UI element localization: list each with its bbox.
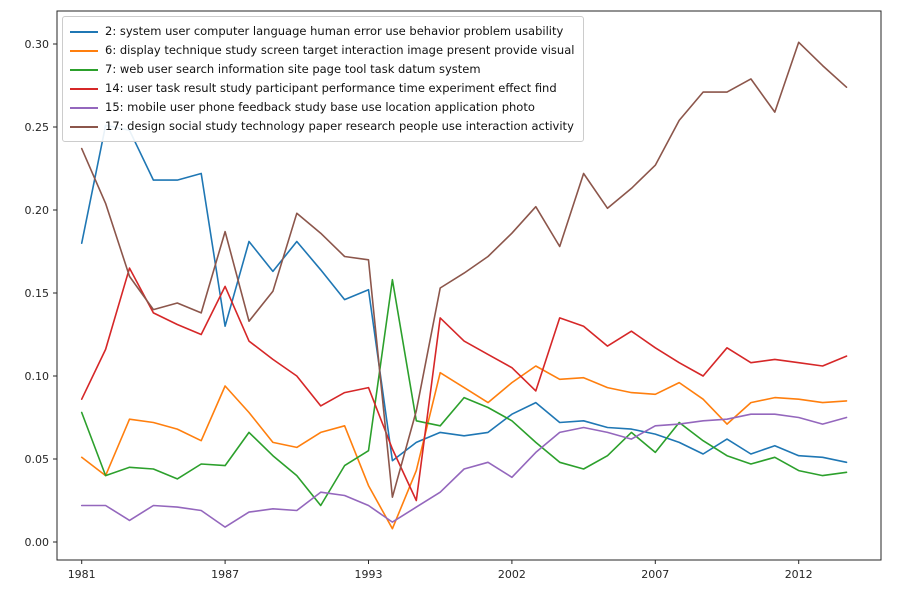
legend-item-topic-2: 2: system user computer language human e… — [70, 22, 574, 41]
legend-line-sample-topic-6 — [70, 49, 98, 52]
series-line-topic-15 — [80, 413, 848, 528]
series-line-topic-17 — [80, 41, 848, 499]
y-tick-label: 0.10 — [25, 370, 50, 383]
y-tick-label: 0.00 — [25, 536, 50, 549]
legend-label-topic-15: 15: mobile user phone feedback study bas… — [105, 100, 535, 114]
legend-line-sample-topic-15 — [70, 106, 98, 109]
legend-line-sample-topic-7 — [70, 68, 98, 71]
y-tick-label: 0.05 — [25, 453, 50, 466]
y-tick-label: 0.25 — [25, 121, 50, 134]
x-tick-label: 1981 — [68, 568, 96, 581]
legend-line-sample-topic-14 — [70, 87, 98, 90]
y-tick-label: 0.30 — [25, 38, 50, 51]
x-tick-label: 1993 — [355, 568, 383, 581]
legend-line-sample-topic-2 — [70, 30, 98, 33]
axes-frame — [56, 10, 882, 561]
series-line-topic-14 — [80, 267, 848, 502]
series-line-topic-2 — [80, 124, 848, 464]
y-tick-label: 0.15 — [25, 287, 50, 300]
x-tick-label: 1987 — [211, 568, 239, 581]
legend-item-topic-7: 7: web user search information site page… — [70, 60, 574, 79]
legend-label-topic-14: 14: user task result study participant p… — [105, 81, 557, 95]
series-line-topic-7 — [80, 278, 848, 507]
legend-item-topic-6: 6: display technique study screen target… — [70, 41, 574, 60]
x-tick-label: 2012 — [785, 568, 813, 581]
x-tick-label: 2002 — [498, 568, 526, 581]
legend-line-sample-topic-17 — [70, 125, 98, 128]
series-line-topic-6 — [80, 365, 848, 530]
legend-label-topic-6: 6: display technique study screen target… — [105, 43, 575, 57]
x-tick-label: 2007 — [641, 568, 669, 581]
legend-label-topic-2: 2: system user computer language human e… — [105, 24, 564, 38]
legend-item-topic-14: 14: user task result study participant p… — [70, 79, 574, 98]
legend-item-topic-15: 15: mobile user phone feedback study bas… — [70, 98, 574, 117]
legend-label-topic-7: 7: web user search information site page… — [105, 62, 481, 76]
legend-item-topic-17: 17: design social study technology paper… — [70, 117, 574, 136]
legend: 2: system user computer language human e… — [62, 16, 585, 142]
y-tick-label: 0.20 — [25, 204, 50, 217]
legend-label-topic-17: 17: design social study technology paper… — [105, 119, 574, 133]
